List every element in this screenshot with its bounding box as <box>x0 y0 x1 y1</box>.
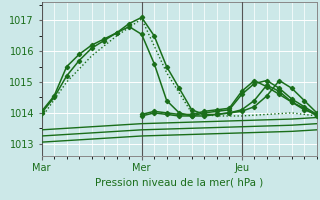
X-axis label: Pression niveau de la mer( hPa ): Pression niveau de la mer( hPa ) <box>95 177 263 187</box>
